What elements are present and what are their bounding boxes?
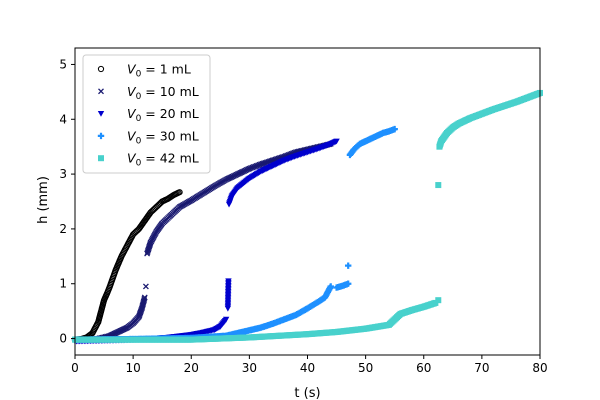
legend-box [82, 54, 211, 174]
y-tick-label: 4 [59, 112, 67, 126]
data-point [435, 182, 442, 189]
y-tick-label: 1 [59, 277, 67, 291]
data-point [141, 295, 148, 302]
x-tick-label: 40 [300, 361, 315, 375]
x-tick-label: 70 [474, 361, 489, 375]
x-axis-label: t (s) [294, 386, 320, 400]
series-4 [71, 125, 398, 343]
data-point [333, 138, 340, 145]
legend-marker [98, 88, 104, 95]
data-point [344, 262, 352, 269]
x-tick-label: 80 [532, 361, 547, 375]
y-axis-label: h (mm) [36, 176, 51, 224]
x-tick-label: 50 [358, 361, 373, 375]
legend-label: V0 = 20 mL [127, 106, 199, 124]
plot-area [71, 89, 543, 345]
legend-item: V0 = 1 mL [97, 62, 191, 80]
x-tick-label: 10 [125, 361, 140, 375]
legend-marker [97, 65, 105, 73]
data-point [141, 294, 148, 301]
legend-label: V0 = 1 mL [127, 62, 191, 80]
x-tick-label: 0 [71, 361, 79, 375]
legend-label: V0 = 30 mL [127, 128, 199, 146]
legend: V0 = 1 mL V0 = 10 mL V0 = 20 mL V0 = 30 mL V… [82, 54, 211, 174]
data-point [344, 280, 352, 287]
axes: 0 10 20 30 40 50 60 70 80 0 1 2 3 4 5 [59, 47, 548, 375]
legend-label: V0 = 10 mL [127, 84, 199, 102]
series-1 [71, 189, 183, 343]
y-tick-label: 2 [59, 222, 67, 236]
series-5 [72, 89, 543, 343]
x-tick-label: 30 [242, 361, 257, 375]
y-tick-label: 5 [59, 57, 67, 71]
x-tick-label: 20 [184, 361, 199, 375]
data-point [142, 283, 149, 290]
data-point [391, 125, 398, 133]
y-tick-label: 3 [59, 167, 67, 181]
legend-item: V0 = 30 mL [97, 128, 199, 146]
data-point [225, 278, 232, 285]
legend-item: V0 = 10 mL [98, 84, 199, 102]
legend-item: V0 = 42 mL [98, 151, 199, 169]
legend-marker [97, 132, 105, 140]
legend-label: V0 = 42 mL [127, 151, 199, 169]
y-tick-label: 0 [59, 332, 67, 346]
x-tick-label: 60 [416, 361, 431, 375]
legend-marker [97, 111, 105, 117]
data-point [327, 283, 334, 290]
data-point [176, 189, 183, 196]
data-point [222, 316, 230, 323]
legend-marker [98, 155, 104, 162]
data-point [435, 297, 442, 304]
legend-item: V0 = 20 mL [97, 106, 199, 124]
